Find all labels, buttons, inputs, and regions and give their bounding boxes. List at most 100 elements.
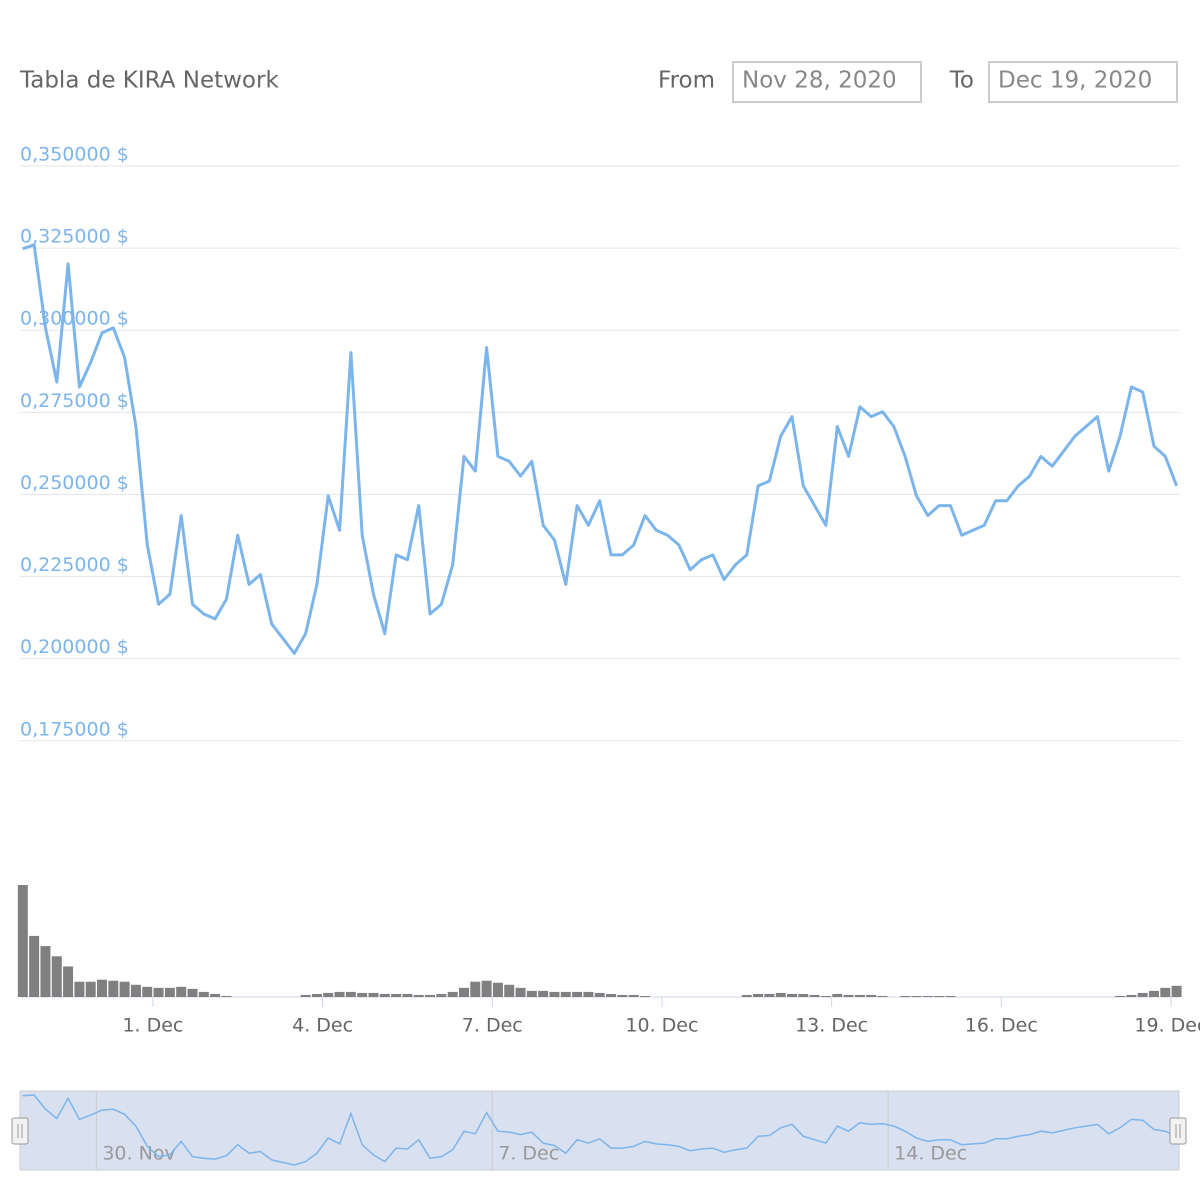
volume-bar <box>51 956 62 997</box>
volume-bar <box>741 994 752 997</box>
volume-bar <box>922 995 933 997</box>
volume-bar <box>606 993 617 997</box>
volume-bar <box>425 994 436 997</box>
volume-bar <box>854 994 865 997</box>
volume-bar <box>153 987 164 997</box>
volume-bar <box>357 992 368 997</box>
volume-bar <box>1160 987 1171 997</box>
y-tick-label: 0,250000 $ <box>20 472 129 494</box>
volume-bar <box>832 993 843 997</box>
volume-bar <box>481 980 492 997</box>
navigator-label: 30. Nov <box>102 1143 175 1165</box>
volume-bar <box>413 994 424 997</box>
x-tick-label: 10. Dec <box>625 1015 698 1037</box>
x-tick-label: 7. Dec <box>462 1015 523 1037</box>
volume-bar <box>526 990 537 997</box>
volume-bar <box>504 984 515 997</box>
volume-bar <box>334 991 345 997</box>
volume-bar <box>820 995 831 997</box>
volume-bar <box>221 995 232 997</box>
volume-bar <box>187 988 198 997</box>
volume-bar <box>17 885 28 997</box>
volume-bar <box>198 991 209 997</box>
chart-title: Tabla de KIRA Network <box>19 68 279 94</box>
volume-bar <box>176 986 187 997</box>
volume-bar <box>447 991 458 997</box>
x-tick-label: 4. Dec <box>292 1015 353 1037</box>
volume-bar <box>391 993 402 997</box>
from-input[interactable] <box>732 61 922 103</box>
volume-bar <box>74 981 85 997</box>
navigator-label: 14. Dec <box>894 1143 967 1165</box>
volume-bar <box>572 991 583 997</box>
y-tick-label: 0,225000 $ <box>20 554 129 576</box>
volume-bar <box>164 987 175 997</box>
volume-bar <box>97 979 108 997</box>
navigator-label: 7. Dec <box>498 1143 559 1165</box>
volume-bar <box>402 993 413 997</box>
navigator-line <box>22 1094 1177 1166</box>
volume-bar <box>1137 992 1148 997</box>
to-input[interactable] <box>988 61 1178 103</box>
y-tick-label: 0,175000 $ <box>20 718 129 740</box>
volume-bar <box>492 982 503 997</box>
y-tick-label: 0,325000 $ <box>20 226 129 248</box>
to-value[interactable]: Dec 19, 2020 <box>998 68 1152 94</box>
volume-bar <box>29 935 40 997</box>
navigator-mask[interactable] <box>19 1090 1180 1171</box>
volume-bar <box>130 984 141 997</box>
volume-bar <box>515 987 526 997</box>
volume-bar <box>934 995 945 997</box>
y-tick-label: 0,200000 $ <box>20 636 129 658</box>
volume-bar <box>210 993 221 997</box>
volume-bar <box>300 994 311 997</box>
y-tick-label: 0,350000 $ <box>20 144 129 166</box>
volume-bar <box>594 992 605 997</box>
volume-bar <box>753 993 764 997</box>
volume-bar <box>639 995 650 997</box>
volume-bar <box>368 992 379 997</box>
navigator-handle[interactable] <box>1169 1117 1187 1145</box>
x-tick-label: 19. Dec <box>1134 1015 1200 1037</box>
y-tick-label: 0,275000 $ <box>20 390 129 412</box>
volume-bar <box>945 995 956 997</box>
from-value[interactable]: Nov 28, 2020 <box>742 68 897 94</box>
price-line <box>22 243 1179 655</box>
to-label: To <box>949 68 974 94</box>
volume-bar <box>470 981 481 997</box>
volume-bar <box>583 991 594 997</box>
x-tick-label: 1. Dec <box>122 1015 183 1037</box>
volume-bar <box>119 981 130 997</box>
volume-bar <box>63 966 74 997</box>
volume-bar <box>617 994 628 997</box>
volume-bar <box>798 993 809 997</box>
volume-bar <box>809 994 820 997</box>
volume-bar <box>323 992 334 997</box>
volume-bar <box>345 991 356 997</box>
volume-bar <box>560 991 571 997</box>
x-tick-label: 13. Dec <box>795 1015 868 1037</box>
volume-bar <box>379 993 390 997</box>
volume-bar <box>538 990 549 997</box>
volume-bar <box>877 995 888 997</box>
from-label: From <box>658 68 715 94</box>
volume-bar <box>40 946 51 997</box>
volume-bar <box>843 994 854 997</box>
volume-bar <box>85 981 96 997</box>
volume-bar <box>1126 994 1137 997</box>
volume-bar <box>787 993 798 997</box>
volume-bar <box>764 993 775 997</box>
volume-bar <box>436 993 447 997</box>
volume-bar <box>1115 995 1126 997</box>
volume-bar <box>900 995 911 997</box>
volume-bar <box>866 994 877 997</box>
navigator-handle[interactable] <box>11 1117 29 1145</box>
volume-bar <box>142 986 153 997</box>
volume-bar <box>549 991 560 997</box>
volume-bar <box>775 992 786 997</box>
volume-bar <box>458 987 469 997</box>
volume-bar <box>1148 990 1159 997</box>
x-tick-label: 16. Dec <box>965 1015 1038 1037</box>
volume-bar <box>628 994 639 997</box>
